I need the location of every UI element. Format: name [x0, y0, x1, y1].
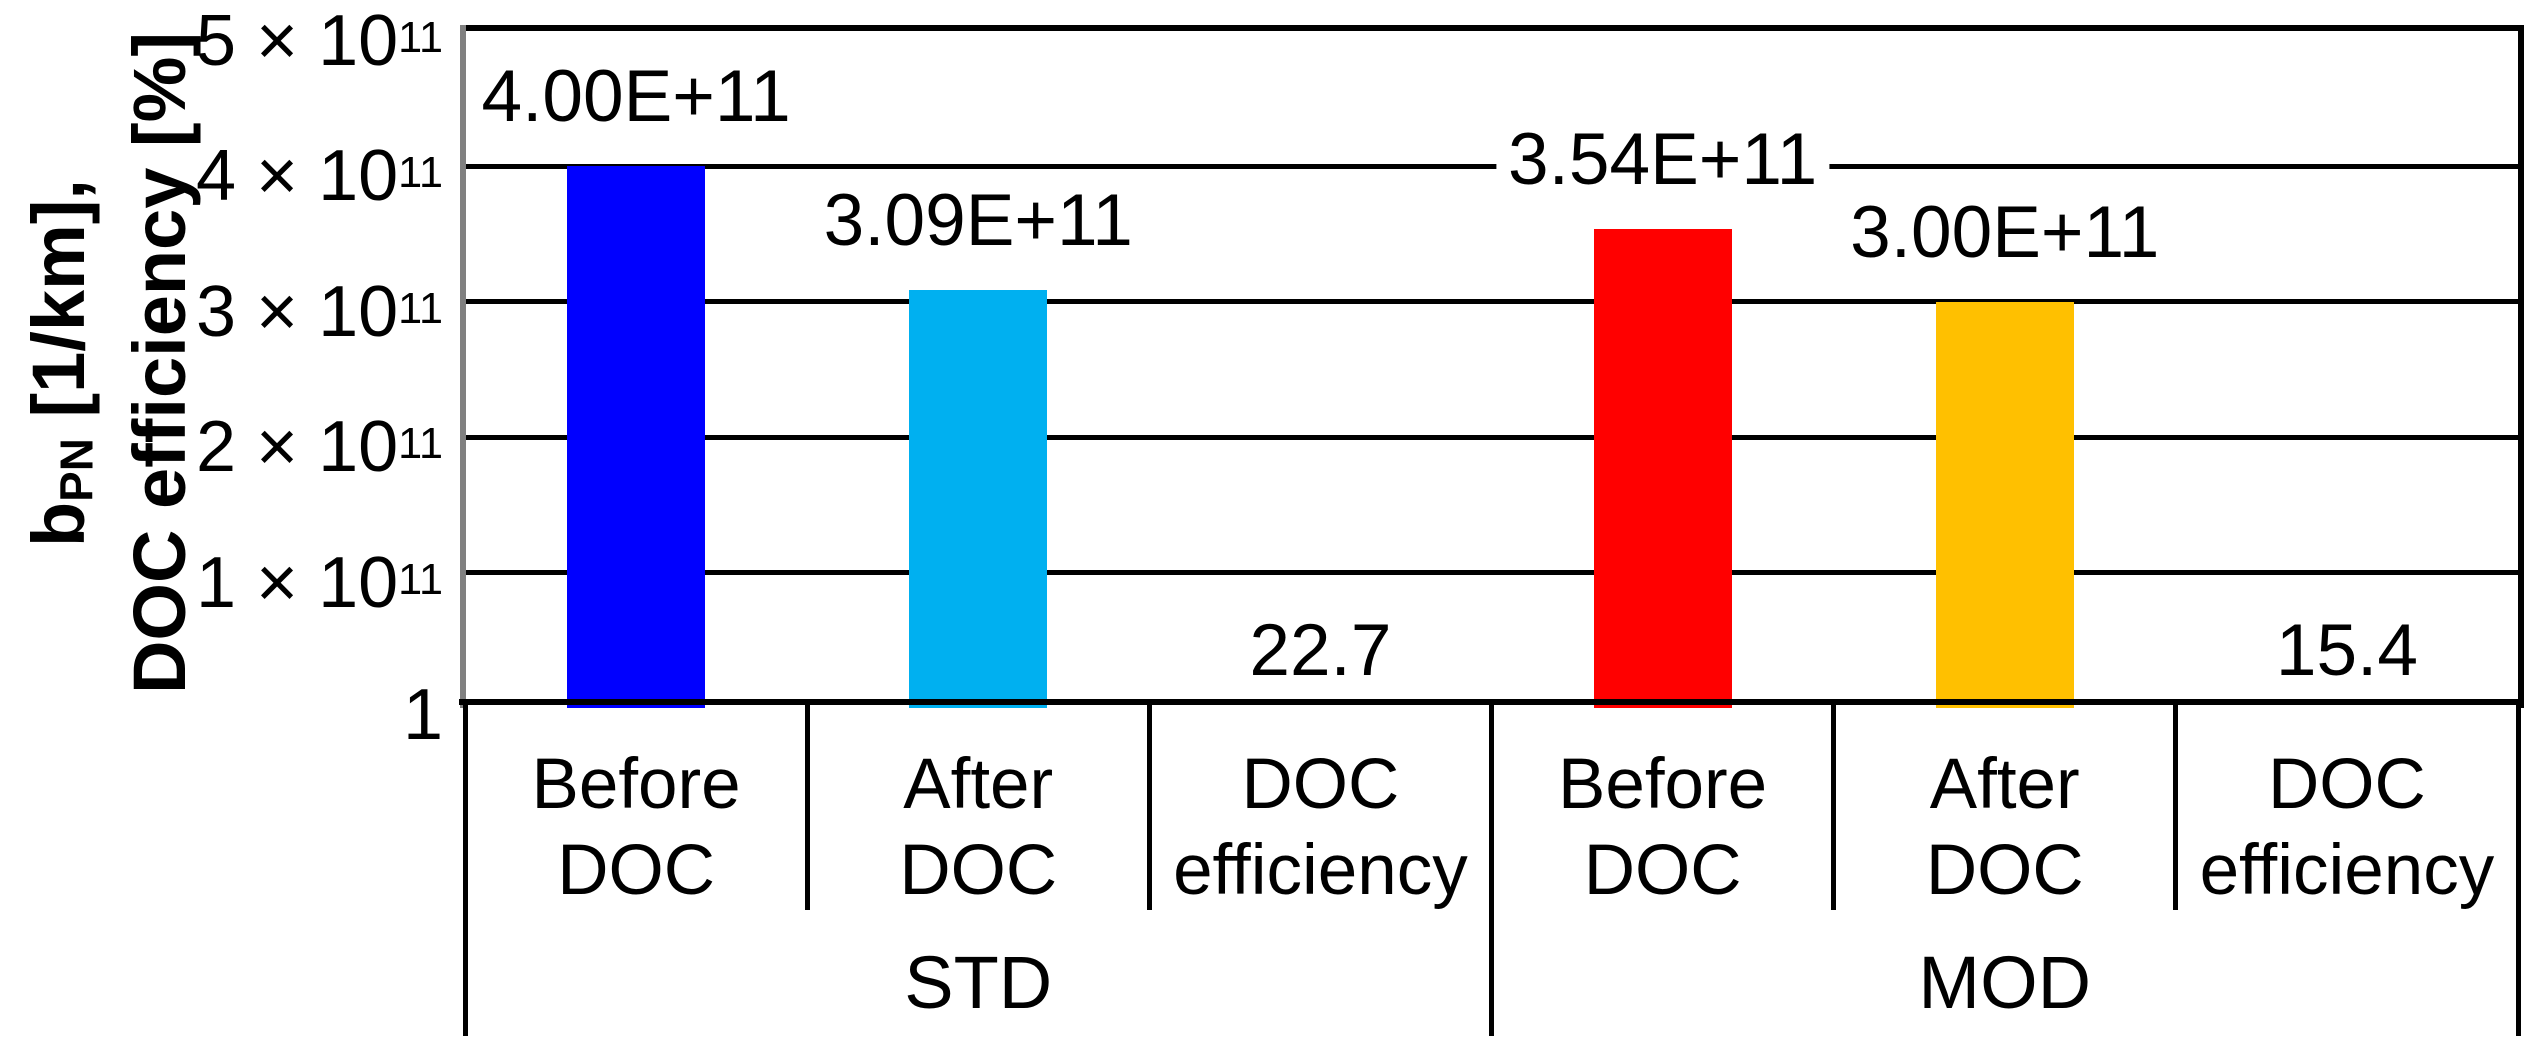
gridline — [465, 299, 2518, 305]
group-separator — [1489, 702, 1494, 1036]
bar-mod-before-doc — [1593, 228, 1732, 708]
data-label: 3.54E+11 — [1495, 118, 1830, 201]
category-label-line1: After — [903, 745, 1054, 824]
y-axis-tick-text: 3 × 10 — [195, 271, 399, 352]
y-axis-tick-label: 5 × 1011 — [0, 0, 443, 81]
category-separator — [1831, 702, 1837, 910]
category-label: After DOC — [807, 702, 1149, 950]
y-axis-tick-label: 4 × 1011 — [0, 133, 443, 216]
category-separator — [804, 702, 810, 910]
category-label-line2: efficiency — [1173, 831, 1468, 910]
y-axis-tick-exponent: 11 — [398, 284, 443, 333]
y-axis-tick-text: 2 × 10 — [195, 407, 399, 488]
y-axis-tick-label: 2 × 1011 — [0, 404, 443, 487]
data-label: 3.00E+11 — [1838, 191, 2172, 274]
category-label-line2: DOC — [1583, 831, 1742, 910]
category-label-line1: Before — [1557, 745, 1768, 824]
category-label: DOC efficiency — [2176, 702, 2518, 950]
category-label: Before DOC — [465, 702, 807, 950]
data-label: 22.7 — [1237, 610, 1404, 692]
y-axis-tick-text: 4 × 10 — [195, 136, 399, 217]
data-label: 3.09E+11 — [811, 179, 1145, 262]
category-label-line1: DOC — [1241, 745, 1400, 824]
y-axis-tick-label: 1 — [0, 675, 495, 755]
category-label: After DOC — [1834, 702, 2176, 950]
category-label-line2: DOC — [557, 831, 715, 910]
plot-area: 4.00E+11 3.09E+11 22.7 3.54E+11 3.00E+11 15.4 — [465, 25, 2524, 708]
gridline — [465, 434, 2518, 440]
category-label-line1: After — [1929, 745, 2080, 824]
group-separator — [462, 702, 468, 1036]
data-label: 15.4 — [2263, 610, 2430, 692]
y-axis-line — [460, 25, 466, 708]
bar-std-after-doc — [909, 289, 1048, 708]
y-axis-tick-exponent: 11 — [398, 555, 443, 604]
y-axis-tick-label: 1 × 1011 — [0, 540, 443, 623]
category-label: Before DOC — [1492, 702, 1834, 950]
category-separator — [1146, 702, 1152, 910]
group-separator — [2515, 702, 2521, 1036]
category-label-line2: efficiency — [2199, 831, 2495, 910]
category-label-line1: DOC — [2268, 745, 2426, 824]
bar-std-before-doc — [567, 166, 706, 708]
data-label: 4.00E+11 — [469, 56, 803, 139]
y-axis-tick-label: 3 × 1011 — [0, 269, 443, 352]
group-label-mod: MOD — [1918, 941, 2092, 1024]
category-separator — [2173, 702, 2179, 910]
y-axis-tick-text: 5 × 10 — [195, 0, 399, 81]
gridline — [465, 570, 2518, 576]
category-label-line2: DOC — [899, 831, 1058, 910]
bar-mod-after-doc — [1935, 301, 2074, 708]
category-label: DOC efficiency — [1149, 702, 1491, 950]
y-axis-tick-text: 1 — [402, 675, 443, 755]
category-label-line2: DOC — [1925, 831, 2084, 910]
y-axis-tick-exponent: 11 — [398, 420, 443, 469]
group-label-std: STD — [904, 941, 1053, 1024]
y-axis-tick-exponent: 11 — [398, 149, 443, 198]
y-axis-tick-text: 1 × 10 — [195, 542, 399, 623]
category-label-line1: Before — [531, 745, 741, 824]
gridline — [465, 163, 2518, 169]
y-axis-tick-exponent: 11 — [398, 14, 443, 62]
